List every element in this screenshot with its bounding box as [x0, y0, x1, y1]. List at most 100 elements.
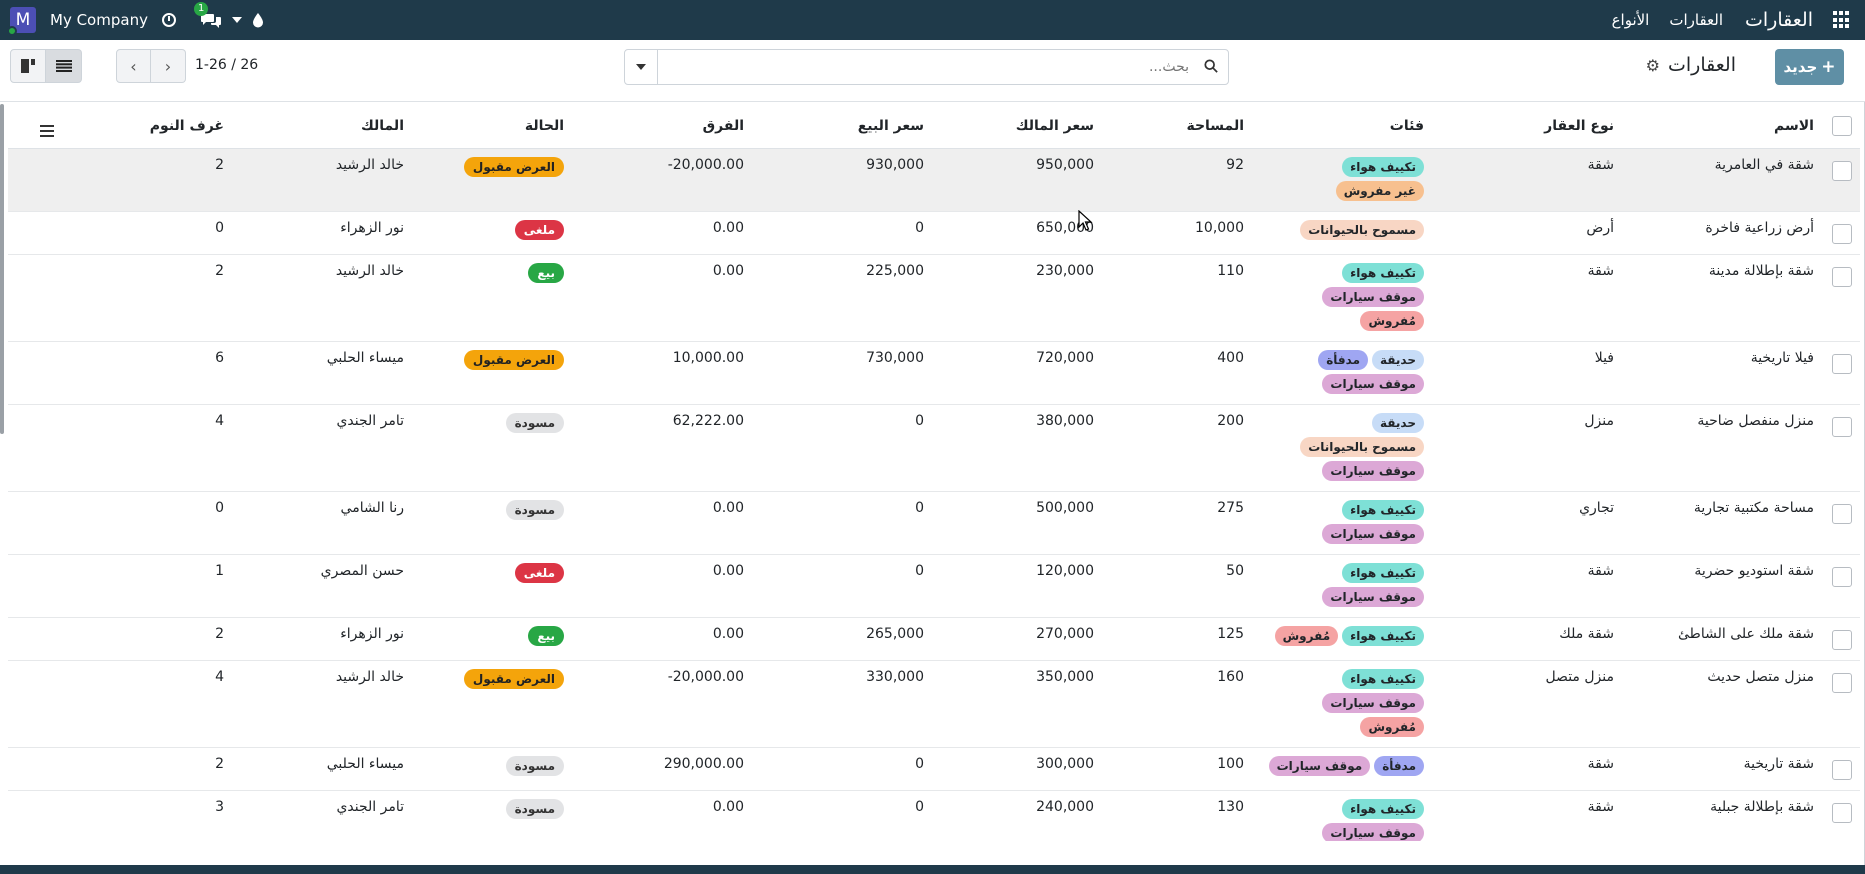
tag-badge: موقف سيارات — [1322, 822, 1424, 841]
menu-item-properties[interactable]: العقارات — [1669, 11, 1724, 29]
table-row[interactable]: شقة بإطلالة مدينة شقة تكييف هواء موقف سيارا… — [8, 254, 1860, 342]
property-type: تجاري — [1432, 491, 1622, 555]
list-view-button[interactable] — [46, 49, 82, 83]
search-options-toggle[interactable] — [625, 50, 658, 84]
row-checkbox[interactable] — [1832, 802, 1852, 823]
row-checkbox[interactable] — [1832, 416, 1852, 437]
table-row[interactable]: مساحة مكتبية تجارية تجاري تكييف هواء موقف س… — [8, 491, 1860, 555]
left-scrollbar[interactable] — [0, 104, 4, 434]
row-select-cell — [1822, 617, 1860, 661]
row-checkbox[interactable] — [1832, 160, 1852, 181]
app-brand[interactable]: العقارات — [1745, 9, 1813, 31]
mouse-cursor-icon — [1078, 209, 1094, 236]
row-spacer — [8, 148, 62, 212]
property-diff: -20,000.00 — [572, 148, 752, 212]
table-row[interactable]: شقة بإطلالة جبلية شقة تكييف هواء موقف سيارا… — [8, 790, 1860, 841]
property-diff: 0.00 — [572, 254, 752, 342]
row-checkbox[interactable] — [1832, 759, 1852, 780]
search-icon[interactable] — [1204, 59, 1218, 73]
activity-clock-icon[interactable] — [161, 13, 176, 27]
dropdown-caret-icon[interactable] — [231, 17, 242, 23]
column-sale-price[interactable]: سعر البيع — [752, 104, 932, 149]
drop-icon[interactable] — [252, 12, 264, 28]
pager-value[interactable]: 1-26 / 26 — [195, 57, 259, 73]
column-tags[interactable]: فئات — [1252, 104, 1432, 149]
row-checkbox[interactable] — [1832, 353, 1852, 374]
messages-icon[interactable]: 1 — [193, 2, 222, 28]
property-type: شقة ملك — [1432, 617, 1622, 661]
messages-count-badge: 1 — [193, 2, 209, 16]
row-checkbox[interactable] — [1832, 266, 1852, 287]
pager-previous-button[interactable]: ‹ — [116, 49, 151, 83]
status-badge: مسودة — [505, 499, 564, 520]
tag-badge: مُفروش — [1274, 625, 1339, 646]
table-row[interactable]: منزل متصل حديث منزل متصل تكييف هواء موقف سي… — [8, 660, 1860, 748]
tag-badge: تكييف هواء — [1342, 262, 1424, 283]
column-area[interactable]: المساحة — [1102, 104, 1252, 149]
property-diff: 62,222.00 — [572, 404, 752, 492]
row-checkbox[interactable] — [1832, 629, 1852, 650]
column-type[interactable]: نوع العقار — [1432, 104, 1622, 149]
column-diff[interactable]: الفرق — [572, 104, 752, 149]
new-button[interactable]: + جديد — [1775, 49, 1844, 85]
column-owner-price[interactable]: سعر المالك — [932, 104, 1102, 149]
table-row[interactable]: فيلا تاريخية فيلا حديقةمدفأة موقف سيارات 400… — [8, 341, 1860, 405]
column-status[interactable]: الحالة — [412, 104, 572, 149]
property-owner-price: 270,000 — [932, 617, 1102, 661]
user-avatar[interactable]: M — [7, 7, 36, 36]
property-owner: خالد الرشيد — [232, 254, 412, 342]
list-icon — [55, 60, 72, 72]
property-owner: نور الزهراء — [232, 211, 412, 255]
property-owner-price: 500,000 — [932, 491, 1102, 555]
tag-badge: حديقة — [1372, 412, 1424, 433]
property-name: شقة تاريخية — [1622, 747, 1822, 791]
property-area: 110 — [1102, 254, 1252, 342]
status-badge: العرض مقبول — [463, 349, 564, 370]
optional-columns-icon[interactable] — [40, 124, 54, 137]
tag-badge: موقف سيارات — [1322, 460, 1424, 481]
table-row[interactable]: منزل منفصل ضاحية منزل حديقة مسموح بالحيوانا… — [8, 404, 1860, 492]
status-badge: العرض مقبول — [463, 668, 564, 689]
column-bedrooms[interactable]: غرف النوم — [62, 104, 232, 149]
tag-badge: موقف سيارات — [1322, 586, 1424, 607]
row-checkbox[interactable] — [1832, 223, 1852, 244]
pager-next-button[interactable]: › — [151, 49, 186, 83]
row-checkbox[interactable] — [1832, 566, 1852, 587]
menu-item-types[interactable]: الأنواع — [1611, 11, 1650, 29]
optional-columns-cell — [8, 104, 62, 149]
table-row[interactable]: شقة في العامرية شقة تكييف هواءغير مفروش 92 9… — [8, 148, 1860, 212]
property-sale-price: 0 — [752, 790, 932, 841]
online-status-icon — [7, 26, 17, 36]
column-name[interactable]: الاسم — [1622, 104, 1822, 149]
gear-icon[interactable]: ⚙ — [1645, 55, 1661, 75]
tag-badge: تكييف هواء — [1342, 499, 1424, 520]
tag-badge: حديقة — [1372, 349, 1424, 370]
tag-badge: تكييف هواء — [1342, 625, 1424, 646]
row-checkbox[interactable] — [1832, 672, 1852, 693]
table-row[interactable]: شقة تاريخية شقة مدفأةموقف سيارات 100 300,000… — [8, 747, 1860, 791]
property-diff: 0.00 — [572, 617, 752, 661]
property-owner: خالد الرشيد — [232, 660, 412, 748]
property-name: منزل منفصل ضاحية — [1622, 404, 1822, 492]
row-select-cell — [1822, 404, 1860, 492]
status-badge: العرض مقبول — [463, 156, 564, 177]
property-sale-price: 0 — [752, 404, 932, 492]
property-bedrooms: 2 — [62, 254, 232, 342]
tag-badge: موقف سيارات — [1322, 692, 1424, 713]
property-owner: تامر الجندي — [232, 790, 412, 841]
property-diff: 290,000.00 — [572, 747, 752, 791]
row-select-cell — [1822, 148, 1860, 212]
select-all-checkbox[interactable] — [1832, 115, 1852, 136]
property-tags: حديقةمدفأة موقف سيارات — [1252, 341, 1432, 405]
table-row[interactable]: شقة ملك على الشاطئ شقة ملك تكييف هواءمُفرو… — [8, 617, 1860, 661]
property-bedrooms: 0 — [62, 211, 232, 255]
company-switcher[interactable]: My Company — [50, 11, 148, 29]
kanban-view-button[interactable] — [10, 49, 46, 83]
property-owner-price: 240,000 — [932, 790, 1102, 841]
table-row[interactable]: أرض زراعية فاخرة أرض مسموح بالحيوانات 10,00… — [8, 211, 1860, 255]
apps-menu-icon[interactable] — [1831, 11, 1849, 29]
column-owner[interactable]: المالك — [232, 104, 412, 149]
row-checkbox[interactable] — [1832, 503, 1852, 524]
search-input[interactable] — [659, 51, 1193, 83]
table-row[interactable]: شقة استوديو حضرية شقة تكييف هواء موقف سيارا… — [8, 554, 1860, 618]
